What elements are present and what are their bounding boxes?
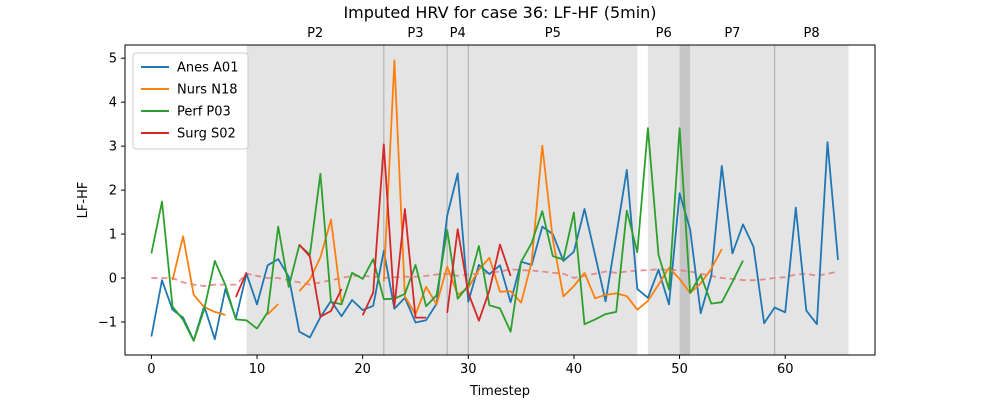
legend-label: Perf P03 xyxy=(177,105,231,120)
x-tick-label: 50 xyxy=(671,362,688,377)
phase-label: P8 xyxy=(804,26,820,41)
legend: Anes A01 Nurs N18 Perf P03 Surg S02 xyxy=(132,52,249,150)
legend-label: Nurs N18 xyxy=(177,83,237,98)
x-axis-label: Timestep xyxy=(469,384,530,399)
phase-band xyxy=(468,45,638,355)
series-line-nurs-n18 xyxy=(171,235,226,316)
series-line-surg-s02 xyxy=(361,143,427,319)
y-axis: −1 0 1 2 3 4 5 xyxy=(98,52,125,331)
series-line-nurs-n18 xyxy=(298,218,343,303)
plot-frame xyxy=(124,44,876,356)
phase-label: P7 xyxy=(724,26,740,41)
x-tick-label: 40 xyxy=(566,362,583,377)
x-tick-label: 20 xyxy=(354,362,371,377)
y-tick-label: 2 xyxy=(109,184,117,199)
y-tick-label: 5 xyxy=(109,52,117,67)
phase-label: P5 xyxy=(545,26,561,41)
y-tick-label: −1 xyxy=(98,316,117,331)
x-axis: 0 10 20 30 40 50 60 xyxy=(147,355,793,377)
phase-labels: P2 P3 P4 P5 P6 P7 P8 xyxy=(307,26,820,41)
x-tick-label: 30 xyxy=(460,362,477,377)
y-tick-label: 3 xyxy=(109,140,117,155)
series-line-nurs-n18 xyxy=(382,59,723,316)
series-line-perf-p03 xyxy=(150,127,744,342)
x-tick-label: 10 xyxy=(249,362,266,377)
y-tick-label: 4 xyxy=(109,96,117,111)
phase-label: P6 xyxy=(656,26,672,41)
y-tick-label: 0 xyxy=(109,272,117,287)
phase-label: P4 xyxy=(450,26,466,41)
phase-label: P3 xyxy=(407,26,423,41)
legend-box xyxy=(132,52,249,150)
series-line-surg-s02 xyxy=(446,228,512,322)
y-tick-label: 1 xyxy=(109,228,117,243)
series-layer xyxy=(150,59,839,342)
series-line-nurs-n18 xyxy=(266,303,279,316)
phase-label: P2 xyxy=(307,26,323,41)
series-line-surg-s02 xyxy=(235,271,248,298)
y-axis-label: LF-HF xyxy=(76,182,91,219)
legend-label: Surg S02 xyxy=(177,127,236,142)
x-tick-label: 60 xyxy=(777,362,794,377)
phase-band xyxy=(246,45,384,355)
chart-title: Imputed HRV for case 36: LF-HF (5min) xyxy=(343,3,656,22)
x-tick-label: 0 xyxy=(147,362,155,377)
legend-label: Anes A01 xyxy=(177,61,238,76)
series-line-surg-s02 xyxy=(298,244,343,318)
